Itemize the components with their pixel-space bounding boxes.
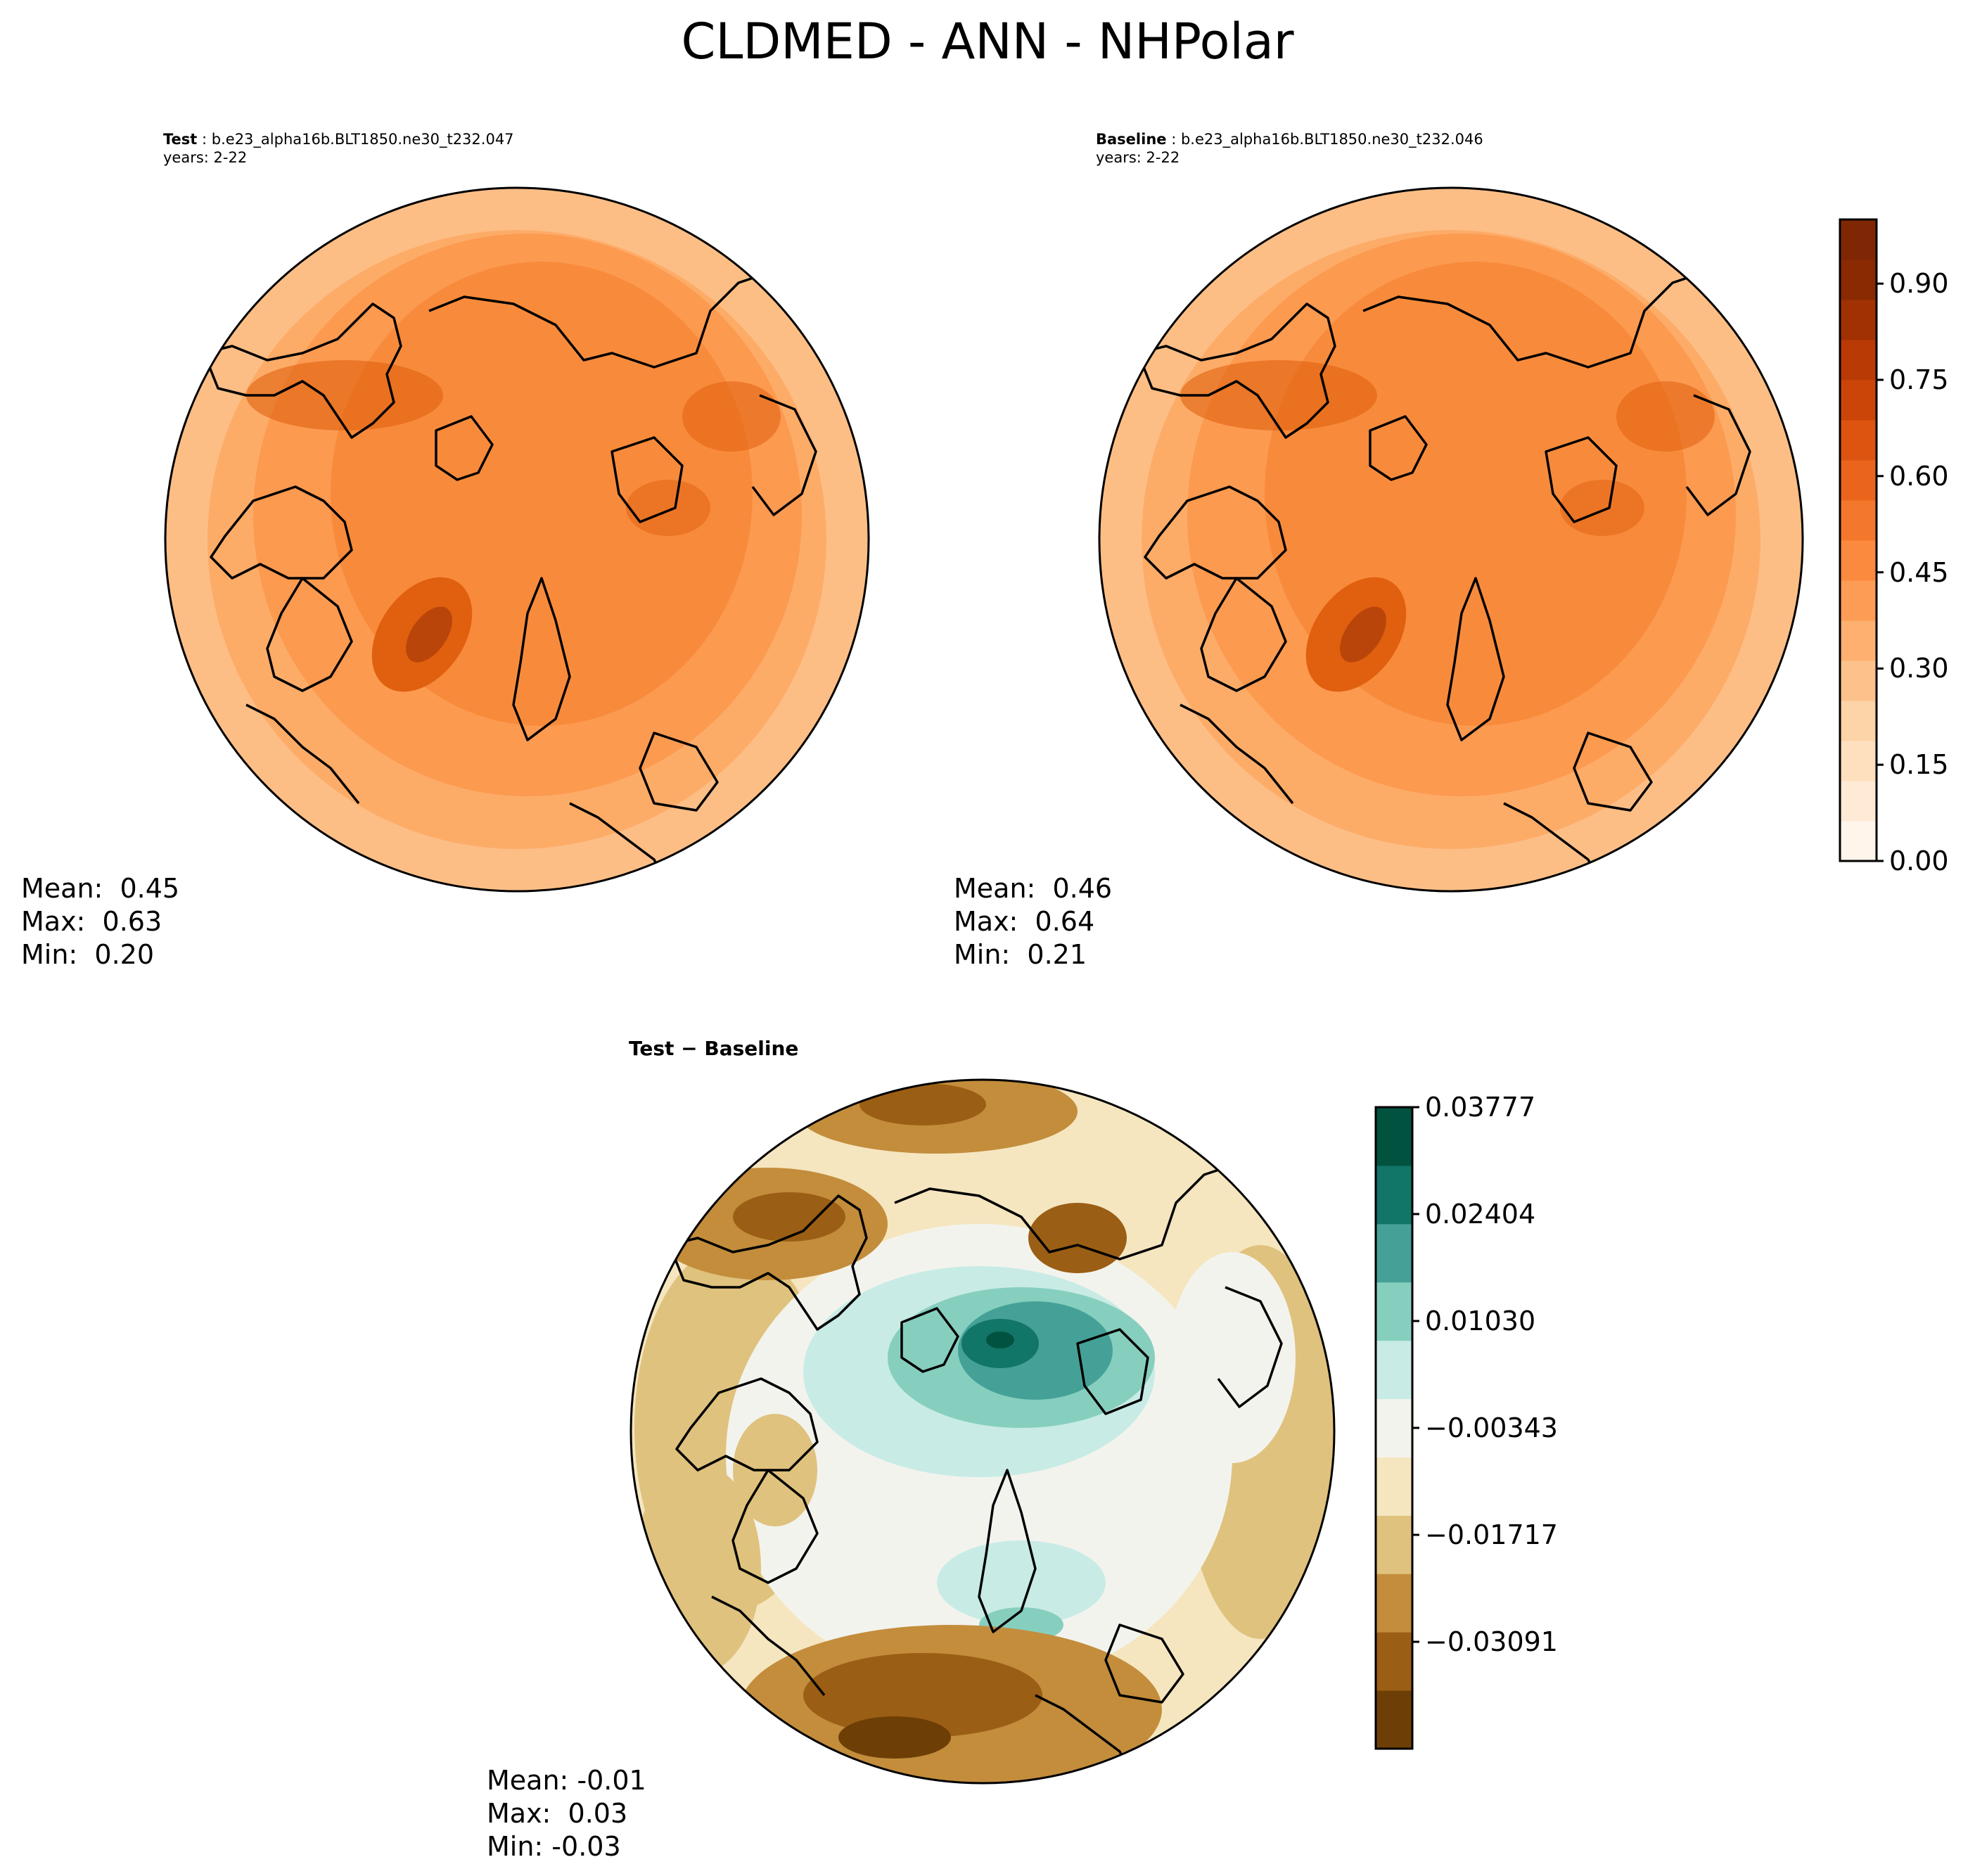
main-colorbar-tick-label: 0.60 (1889, 460, 1949, 492)
diff-colorbar (1374, 1106, 1419, 1750)
baseline-min: Min: 0.21 (954, 939, 1087, 970)
main-colorbar-swatch (1840, 620, 1877, 661)
main-colorbar-tick-label: 0.75 (1889, 364, 1949, 395)
diff-colorbar-swatch (1376, 1107, 1412, 1166)
main-colorbar-tick-label: 0.15 (1889, 749, 1949, 781)
main-colorbar-swatch (1840, 661, 1877, 701)
diff-max: Max: 0.03 (487, 1798, 628, 1829)
diff-polar-map (629, 1078, 1336, 1785)
main-colorbar-tick-label: 0.30 (1889, 653, 1949, 684)
test-label: Test (163, 131, 198, 148)
difference-field (631, 1080, 1334, 1783)
coastlines (668, 1159, 1283, 1780)
baseline-polar-map (1098, 186, 1804, 893)
main-colorbar-swatch (1840, 260, 1877, 300)
diff-colorbar-swatch (1376, 1165, 1412, 1225)
main-colorbar-swatch (1840, 540, 1877, 581)
diff-panel-title: Test − Baseline (629, 1037, 799, 1060)
main-colorbar-tick-label: 0.45 (1889, 556, 1949, 588)
diff-colorbar-swatch (1376, 1574, 1412, 1633)
cloud-fraction-field (1099, 188, 1803, 891)
baseline-label: Baseline (1096, 131, 1167, 148)
baseline-mean: Mean: 0.46 (954, 873, 1113, 904)
diff-colorbar-tick-label: −0.03091 (1425, 1626, 1558, 1658)
baseline-case: b.e23_alpha16b.BLT1850.ne30_t232.046 (1180, 131, 1483, 148)
diff-stats: Mean: -0.01 Max: 0.03 Min: -0.03 (487, 1764, 646, 1863)
test-min: Min: 0.20 (21, 939, 154, 970)
main-colorbar-swatch (1840, 420, 1877, 461)
test-mean: Mean: 0.45 (21, 873, 180, 904)
test-polar-map (164, 186, 870, 893)
baseline-max: Max: 0.64 (954, 906, 1095, 937)
diff-colorbar-tick-label: −0.00343 (1425, 1412, 1558, 1443)
main-colorbar-tick-label: 0.00 (1889, 846, 1949, 876)
figure-title: CLDMED - ANN - NHPolar (681, 13, 1294, 70)
main-colorbar-swatch (1840, 580, 1877, 621)
baseline-stats: Mean: 0.46 Max: 0.64 Min: 0.21 (954, 872, 1112, 971)
test-case: b.e23_alpha16b.BLT1850.ne30_t232.047 (211, 131, 514, 148)
main-colorbar-swatch (1840, 781, 1877, 822)
test-max: Max: 0.63 (21, 906, 162, 937)
main-colorbar-swatch (1840, 741, 1877, 781)
main-colorbar-swatch (1840, 500, 1877, 541)
baseline-panel-title: Baseline : b.e23_alpha16b.BLT1850.ne30_t… (1096, 131, 1483, 166)
diff-colorbar-swatch (1376, 1690, 1412, 1749)
diff-colorbar-tick-label: 0.01030 (1425, 1306, 1536, 1336)
diff-colorbar-swatch (1376, 1515, 1412, 1574)
main-colorbar-tick-label: 0.90 (1889, 268, 1949, 300)
diff-colorbar-tick-label: 0.02404 (1425, 1198, 1536, 1230)
main-colorbar-swatch (1840, 340, 1877, 381)
diff-colorbar-tick-label: 0.03777 (1425, 1092, 1536, 1123)
test-stats: Mean: 0.45 Max: 0.63 Min: 0.20 (21, 872, 179, 971)
diff-min: Min: -0.03 (487, 1831, 621, 1862)
main-colorbar-swatch (1840, 219, 1877, 260)
cloud-fraction-field (165, 188, 869, 891)
main-colorbar-swatch (1840, 460, 1877, 501)
baseline-years: years: 2-22 (1096, 149, 1180, 166)
diff-colorbar-swatch (1376, 1632, 1412, 1691)
diff-mean: Mean: -0.01 (487, 1765, 646, 1796)
main-colorbar-swatch (1840, 701, 1877, 741)
diff-colorbar-swatch (1376, 1282, 1412, 1341)
diff-colorbar-swatch (1376, 1457, 1412, 1516)
main-colorbar (1839, 218, 1884, 862)
test-years: years: 2-22 (163, 149, 248, 166)
diff-colorbar-swatch (1376, 1223, 1412, 1283)
main-colorbar-swatch (1840, 300, 1877, 340)
test-panel-title: Test : b.e23_alpha16b.BLT1850.ne30_t232.… (163, 131, 514, 166)
diff-colorbar-swatch (1376, 1340, 1412, 1400)
main-colorbar-swatch (1840, 821, 1877, 862)
main-colorbar-swatch (1840, 380, 1877, 421)
diff-colorbar-swatch (1376, 1398, 1412, 1457)
diff-colorbar-tick-label: −0.01717 (1425, 1519, 1558, 1550)
